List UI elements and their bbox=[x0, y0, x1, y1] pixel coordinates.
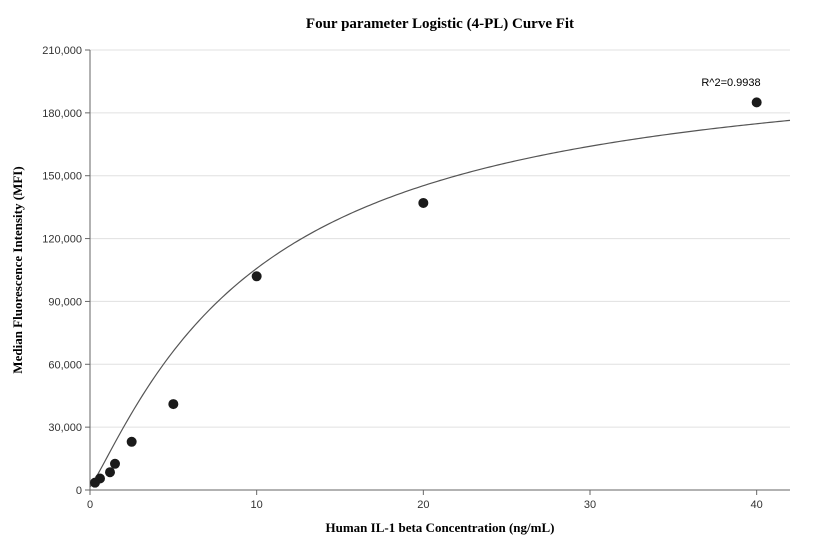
r-squared-annotation: R^2=0.9938 bbox=[701, 77, 760, 89]
y-tick-label: 90,000 bbox=[48, 296, 82, 308]
y-tick-label: 180,000 bbox=[42, 108, 82, 120]
data-point bbox=[169, 400, 178, 409]
data-point bbox=[127, 437, 136, 446]
x-tick-label: 30 bbox=[584, 499, 596, 511]
data-point bbox=[106, 468, 115, 477]
chart-container: 0 30,000 60,000 90,000 120,000 150,000 180,000… bbox=[0, 0, 832, 560]
y-tick-label: 60,000 bbox=[48, 359, 82, 371]
y-tick-label: 120,000 bbox=[42, 234, 82, 246]
y-tick-label: 150,000 bbox=[42, 171, 82, 183]
x-tick-label: 0 bbox=[87, 499, 93, 511]
y-tick-label: 30,000 bbox=[48, 422, 82, 434]
chart-title: Four parameter Logistic (4-PL) Curve Fit bbox=[306, 16, 574, 32]
x-tick-label: 40 bbox=[751, 499, 763, 511]
curve-fit-chart: 0 30,000 60,000 90,000 120,000 150,000 180,000… bbox=[0, 0, 832, 560]
data-point bbox=[252, 272, 261, 281]
data-point bbox=[111, 459, 120, 468]
x-tick-label: 10 bbox=[251, 499, 263, 511]
x-axis-label: Human IL-1 beta Concentration (ng/mL) bbox=[326, 520, 555, 535]
data-point bbox=[419, 198, 428, 207]
y-axis-label: Median Fluorescence Intensity (MFI) bbox=[10, 166, 25, 373]
y-tick-label: 210,000 bbox=[42, 45, 82, 57]
data-point bbox=[96, 474, 105, 483]
x-tick-label: 20 bbox=[417, 499, 429, 511]
data-point bbox=[752, 98, 761, 107]
y-tick-label: 0 bbox=[76, 485, 82, 497]
